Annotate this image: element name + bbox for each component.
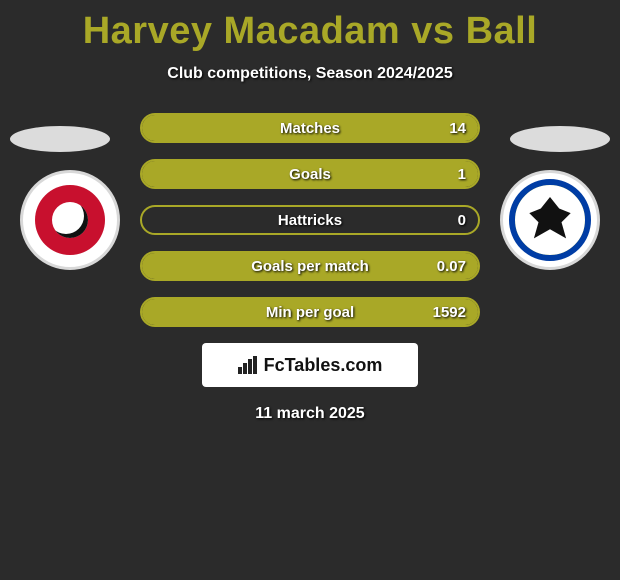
stat-row-goals: Goals 1 (140, 159, 480, 189)
ellipse-shadow-left (10, 126, 110, 152)
football-icon (52, 202, 88, 238)
page-title: Harvey Macadam vs Ball (0, 0, 620, 53)
bar-label: Goals (142, 161, 478, 187)
team-crest-right (500, 170, 600, 270)
footer-date: 11 march 2025 (0, 405, 620, 423)
branding-text: FcTables.com (264, 355, 383, 376)
stat-row-hattricks: Hattricks 0 (140, 205, 480, 235)
ellipse-shadow-right (510, 126, 610, 152)
bar-label: Matches (142, 115, 478, 141)
bar-label: Min per goal (142, 299, 478, 325)
bar-value: 1592 (433, 299, 466, 325)
stat-row-matches: Matches 14 (140, 113, 480, 143)
bar-chart-icon (238, 356, 258, 374)
branding-badge[interactable]: FcTables.com (202, 343, 418, 387)
bar-value: 0.07 (437, 253, 466, 279)
bar-label: Hattricks (142, 207, 478, 233)
bar-value: 1 (458, 161, 466, 187)
stat-row-goals-per-match: Goals per match 0.07 (140, 251, 480, 281)
subtitle: Club competitions, Season 2024/2025 (0, 65, 620, 83)
bar-label: Goals per match (142, 253, 478, 279)
stats-bars: Matches 14 Goals 1 Hattricks 0 Goals per… (140, 113, 480, 327)
bar-value: 14 (449, 115, 466, 141)
team-crest-left (20, 170, 120, 270)
crest-right-inner (511, 181, 589, 259)
bar-value: 0 (458, 207, 466, 233)
crest-left-inner (35, 185, 105, 255)
stat-row-min-per-goal: Min per goal 1592 (140, 297, 480, 327)
